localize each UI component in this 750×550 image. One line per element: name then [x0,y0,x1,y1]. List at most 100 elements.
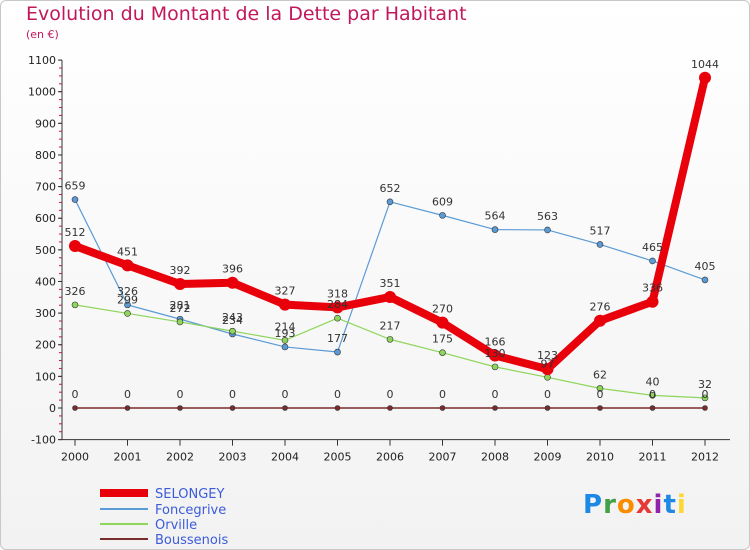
data-label-selongey: 276 [590,301,611,314]
data-point-selongey [541,363,554,376]
data-label-selongey: 451 [117,245,138,258]
y-tick-label: 100 [35,370,56,383]
data-point-foncegrive [281,343,289,351]
data-label-orville: 40 [646,375,660,388]
data-label-orville: 175 [432,333,453,346]
data-point-boussenois [177,405,183,411]
data-label-boussenois: 0 [597,388,604,401]
data-label-boussenois: 0 [649,388,656,401]
x-tick-label: 2005 [324,451,352,464]
data-label-foncegrive: 177 [327,332,348,345]
data-label-selongey: 351 [380,277,401,290]
data-label-orville: 32 [698,378,712,391]
data-point-boussenois [597,405,603,411]
y-tick-label: -100 [31,434,56,447]
data-label-boussenois: 0 [72,388,79,401]
data-point-selongey [489,349,501,362]
data-label-boussenois: 0 [177,388,184,401]
data-label-boussenois: 0 [229,388,236,401]
data-label-boussenois: 0 [334,388,341,401]
data-label-orville: 272 [170,302,191,315]
data-point-orville [334,314,341,322]
data-point-foncegrive [386,198,394,206]
data-label-boussenois: 0 [124,388,131,401]
data-point-orville [596,385,604,392]
y-tick-label: 1100 [28,54,56,67]
chart-subtitle: (en €) [26,28,59,41]
x-tick-label: 2007 [429,451,457,464]
y-tick-label: 400 [35,275,56,288]
data-point-selongey [121,259,134,272]
data-label-selongey: 318 [327,287,348,300]
data-point-foncegrive [544,226,551,234]
x-tick-label: 2002 [166,451,194,464]
data-label-orville: 62 [593,368,607,381]
y-tick-label: 200 [35,339,56,352]
data-point-boussenois [229,405,236,411]
proxiti-logo: Proxiti [583,490,687,520]
data-label-foncegrive: 326 [117,285,138,298]
data-label-foncegrive: 517 [590,224,611,237]
data-point-selongey [69,240,81,253]
data-point-orville [386,336,394,343]
y-tick-label: 600 [35,212,56,225]
data-point-orville [281,337,289,344]
x-tick-label: 2011 [639,451,667,464]
y-tick-label: 800 [35,149,56,162]
data-point-selongey [646,295,659,308]
data-label-selongey: 396 [222,263,243,276]
data-point-foncegrive [596,241,604,248]
data-label-selongey: 392 [170,264,191,277]
legend-label-orville: Orville [155,518,197,533]
data-point-selongey [331,301,344,314]
x-tick-label: 2000 [61,451,89,464]
y-tick-label: 500 [35,244,56,257]
data-label-selongey: 512 [65,226,86,239]
data-label-selongey: 166 [485,335,506,348]
data-point-orville [71,301,79,309]
data-label-foncegrive: 609 [432,195,453,208]
data-label-foncegrive: 563 [537,210,558,223]
data-point-orville [229,327,236,335]
data-label-foncegrive: 659 [65,180,86,193]
data-label-orville: 243 [222,311,243,324]
data-label-orville: 299 [117,293,138,306]
data-label-boussenois: 0 [387,388,394,401]
data-point-foncegrive [701,276,709,284]
x-tick-label: 2010 [586,451,614,464]
x-tick-label: 2003 [219,451,247,464]
data-label-boussenois: 0 [282,388,289,401]
data-point-orville [176,318,184,326]
y-tick-label: 1000 [28,86,56,99]
data-point-boussenois [72,405,78,411]
chart-title: Evolution du Montant de la Dette par Hab… [26,3,467,25]
data-point-selongey [174,278,186,291]
data-point-boussenois [124,405,131,411]
legend-label-selongey: SELONGEY [155,487,224,502]
data-point-boussenois [702,405,708,411]
data-label-orville: 97 [541,357,555,370]
data-point-orville [544,374,551,381]
data-point-foncegrive [439,212,446,219]
y-tick-label: 0 [49,402,56,415]
data-point-orville [649,392,656,399]
data-point-boussenois [282,405,288,411]
data-label-boussenois: 0 [702,388,709,401]
data-label-selongey: 123 [537,349,558,362]
y-tick-label: 300 [35,307,56,320]
data-label-foncegrive: 465 [642,241,663,254]
x-tick-label: 2006 [376,451,404,464]
x-tick-label: 2008 [481,451,509,464]
data-point-boussenois [334,405,341,411]
data-label-selongey: 1044 [691,58,719,71]
data-label-orville: 284 [327,298,348,311]
data-point-selongey [279,298,291,311]
x-tick-label: 2012 [691,451,719,464]
data-label-orville: 214 [275,320,296,333]
data-point-orville [491,363,499,371]
data-label-orville: 326 [65,285,86,298]
data-point-boussenois [439,405,446,411]
data-label-foncegrive: 564 [485,210,506,223]
data-label-orville: 130 [485,347,506,360]
